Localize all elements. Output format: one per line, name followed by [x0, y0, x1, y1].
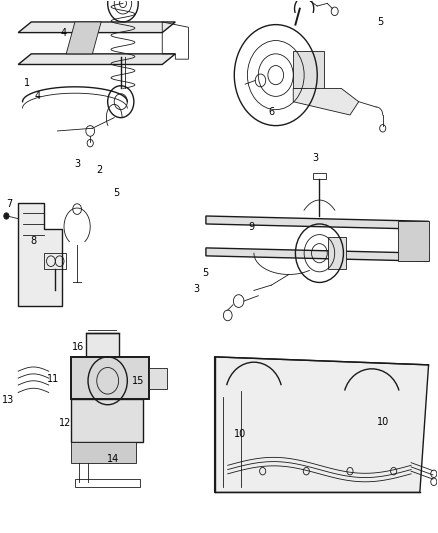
Text: 5: 5	[113, 188, 120, 198]
Text: 13: 13	[3, 395, 15, 406]
Text: 1: 1	[24, 78, 30, 88]
Polygon shape	[71, 399, 143, 442]
Polygon shape	[66, 22, 101, 54]
Text: 3: 3	[74, 159, 80, 169]
Polygon shape	[328, 237, 346, 269]
Text: 9: 9	[249, 222, 255, 232]
Text: 12: 12	[59, 418, 71, 429]
Polygon shape	[71, 442, 136, 463]
Text: 3: 3	[312, 152, 318, 163]
Text: 7: 7	[6, 199, 13, 209]
Polygon shape	[293, 88, 359, 115]
Text: 14: 14	[107, 454, 120, 464]
Polygon shape	[398, 221, 428, 261]
Polygon shape	[71, 357, 149, 399]
Polygon shape	[18, 203, 62, 306]
Text: 4: 4	[61, 28, 67, 38]
Polygon shape	[86, 333, 119, 357]
Text: 16: 16	[72, 342, 85, 352]
Polygon shape	[206, 248, 428, 261]
Text: 5: 5	[378, 17, 384, 27]
Text: 8: 8	[30, 236, 36, 246]
Text: 11: 11	[47, 374, 59, 384]
Circle shape	[4, 213, 9, 219]
Text: 6: 6	[268, 107, 275, 117]
Polygon shape	[149, 368, 166, 389]
Text: 4: 4	[35, 91, 41, 101]
Polygon shape	[18, 22, 175, 33]
Polygon shape	[215, 357, 428, 492]
Polygon shape	[206, 216, 428, 229]
Text: 3: 3	[193, 284, 199, 294]
Text: 15: 15	[132, 376, 145, 386]
Polygon shape	[18, 54, 175, 64]
Text: 10: 10	[234, 429, 246, 439]
Text: 10: 10	[377, 417, 389, 427]
Polygon shape	[293, 51, 324, 99]
Text: 5: 5	[202, 268, 208, 278]
Text: 2: 2	[96, 165, 102, 175]
